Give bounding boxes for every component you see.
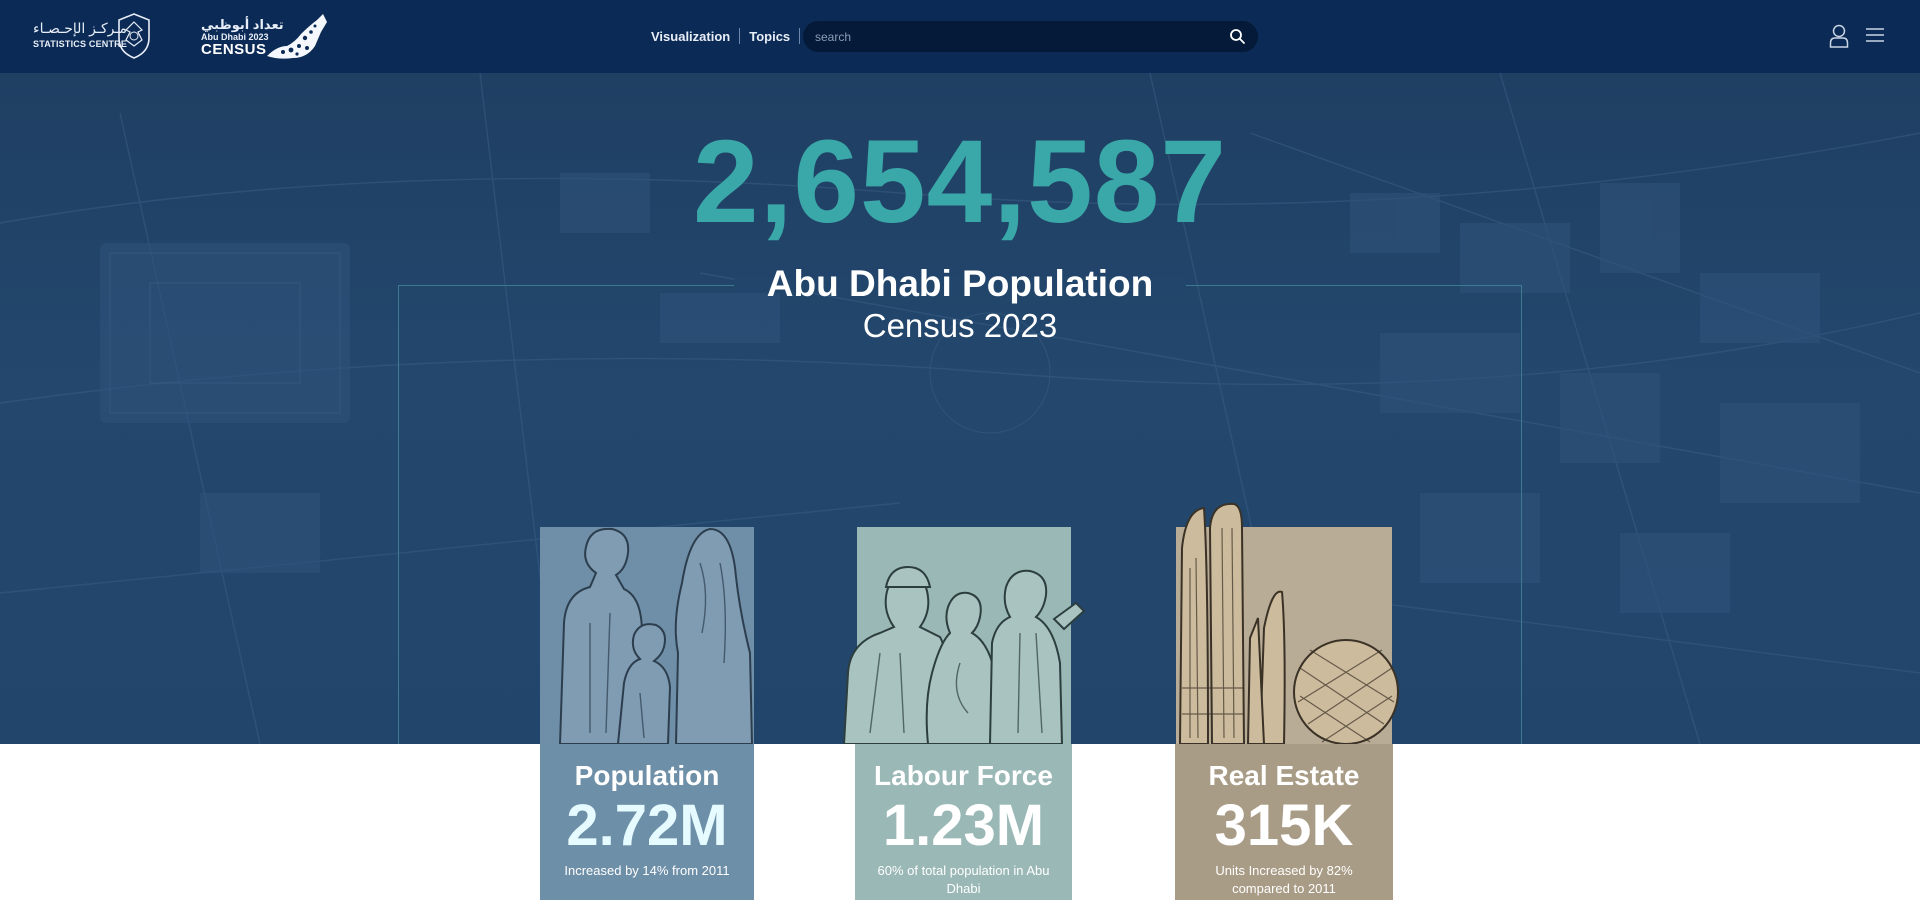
census-2023-logo[interactable]: تعداد أبوظبي Abu Dhabi 2023 CENSUS	[201, 12, 333, 62]
family-illustration	[520, 503, 770, 744]
population-card-value: 2.72M	[566, 793, 728, 858]
labour-force-card[interactable]: Labour Force 1.23M 60% of total populati…	[855, 744, 1072, 900]
hamburger-menu-icon[interactable]	[1865, 27, 1885, 43]
real-estate-card[interactable]: Real Estate 315K Units Increased by 82% …	[1175, 744, 1393, 900]
total-population-value: 2,654,587	[693, 116, 1227, 248]
search-icon[interactable]	[1229, 28, 1246, 45]
main-nav: Visualization Topics	[651, 27, 809, 45]
statistics-centre-arabic-name: مـركـز الإحـصـاء	[33, 20, 127, 36]
nav-divider	[799, 28, 801, 44]
top-header: مـركـز الإحـصـاء STATISTICS CENTRE تعداد…	[0, 0, 1920, 73]
hero-subtitle: Census 2023	[862, 307, 1058, 344]
statistics-centre-english-name: STATISTICS CENTRE	[33, 39, 128, 49]
real-estate-card-note: Units Increased by 82% compared to 2011	[1215, 863, 1353, 896]
population-card[interactable]: Population 2.72M Increased by 14% from 2…	[540, 744, 754, 900]
nav-item-visualization[interactable]: Visualization	[651, 28, 731, 44]
workers-illustration	[840, 503, 1090, 744]
labour-force-card-title: Labour Force	[874, 760, 1053, 791]
population-card-note: Increased by 14% from 2011	[564, 863, 730, 878]
search-bar	[803, 21, 1258, 52]
census-arabic-name: تعداد أبوظبي	[201, 17, 284, 32]
nav-divider	[739, 28, 741, 44]
census-wordmark: CENSUS	[201, 41, 267, 58]
frame-title-gap	[734, 277, 1186, 293]
falcon-crest-icon	[118, 13, 150, 59]
nav-item-topics[interactable]: Topics	[749, 28, 791, 44]
labour-force-card-value: 1.23M	[882, 793, 1045, 858]
hero-title: Abu Dhabi Population	[766, 263, 1154, 304]
uae-map-dots-icon	[267, 14, 327, 59]
census-subtitle: Abu Dhabi 2023	[201, 32, 269, 42]
statistics-centre-logo[interactable]: مـركـز الإحـصـاء STATISTICS CENTRE	[33, 12, 155, 60]
user-icon[interactable]	[1829, 24, 1849, 48]
search-input[interactable]	[815, 21, 1215, 52]
population-card-title: Population	[574, 760, 720, 791]
buildings-illustration	[1160, 488, 1410, 744]
real-estate-card-title: Real Estate	[1208, 760, 1360, 791]
labour-force-card-note: 60% of total population in Abu Dhabi	[877, 863, 1050, 896]
hero-section: 2,654,587 Abu Dhabi Population Census 20…	[0, 73, 1920, 744]
real-estate-card-value: 315K	[1214, 793, 1354, 858]
